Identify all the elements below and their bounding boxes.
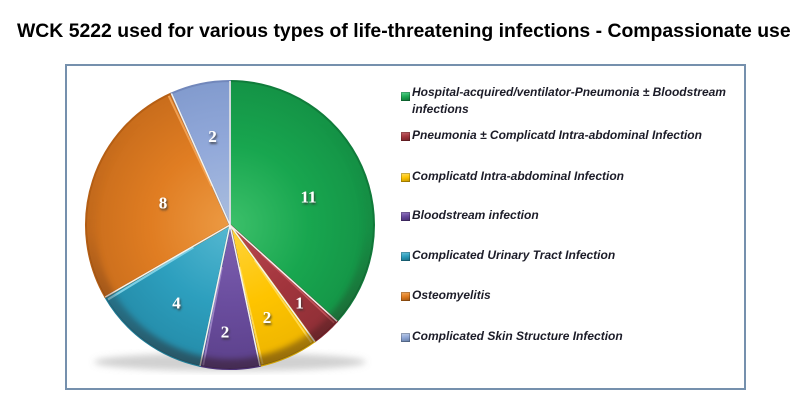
- svg-text:2: 2: [208, 127, 217, 146]
- svg-text:4: 4: [172, 294, 181, 313]
- svg-text:1: 1: [295, 294, 304, 313]
- svg-text:2: 2: [221, 323, 230, 342]
- svg-text:11: 11: [300, 188, 316, 207]
- svg-text:8: 8: [159, 194, 168, 213]
- svg-text:2: 2: [263, 308, 272, 327]
